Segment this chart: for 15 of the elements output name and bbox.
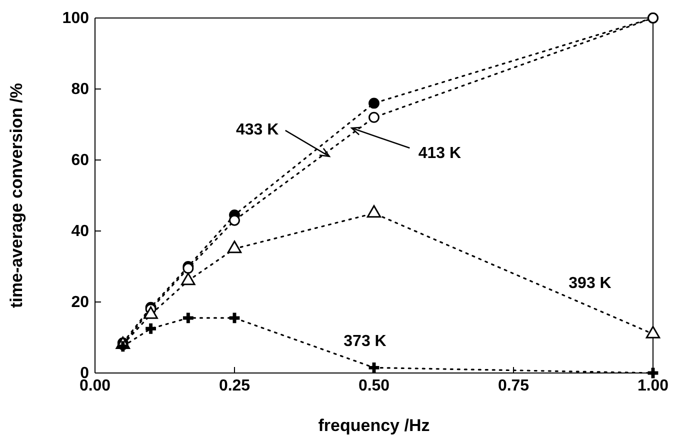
y-tick-label: 20 bbox=[71, 294, 90, 312]
x-tick-label: 0.50 bbox=[358, 377, 390, 394]
x-tick-label: 0.75 bbox=[498, 377, 530, 394]
x-tick-label: 1.00 bbox=[637, 377, 669, 394]
x-axis-title: frequency /Hz bbox=[318, 416, 430, 435]
x-tick-label: 0.25 bbox=[218, 377, 250, 394]
y-axis-title: time-average conversion /% bbox=[7, 83, 26, 308]
annotation: 413 K bbox=[418, 145, 462, 162]
y-tick-label: 60 bbox=[71, 152, 90, 170]
y-tick-label: 40 bbox=[71, 223, 90, 240]
annotation: 433 K bbox=[236, 121, 280, 138]
annotation: 393 K bbox=[568, 275, 612, 292]
y-tick-label: 100 bbox=[62, 10, 90, 28]
annotation: 373 K bbox=[344, 333, 387, 350]
y-tick-label: 80 bbox=[71, 81, 90, 98]
